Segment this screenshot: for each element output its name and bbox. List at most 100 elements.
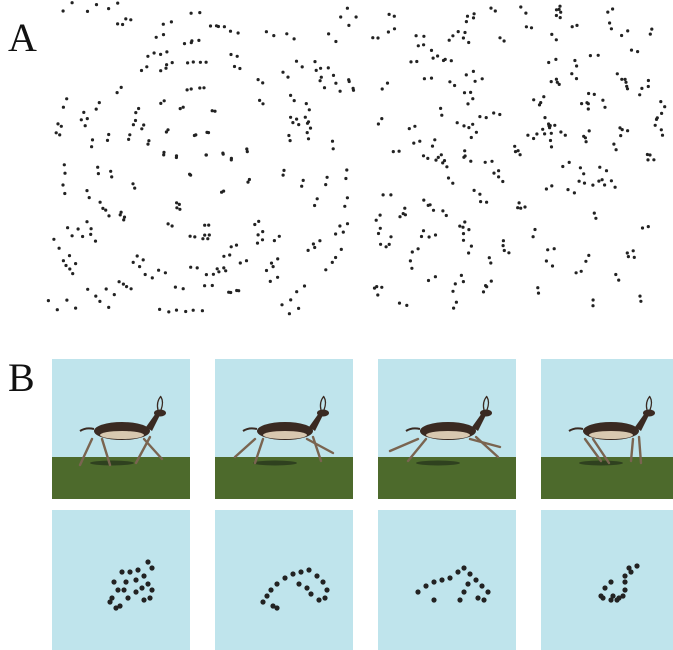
point-light-dot xyxy=(274,581,280,587)
pattern-dot xyxy=(163,271,167,275)
pattern-dot xyxy=(524,25,528,29)
point-light-dot xyxy=(602,585,608,591)
panel-label-a: A xyxy=(8,15,37,60)
pattern-dot xyxy=(632,255,636,259)
pattern-dot xyxy=(107,214,111,218)
pattern-dot xyxy=(235,288,239,293)
pattern-dot xyxy=(427,235,431,239)
pattern-dot xyxy=(414,34,418,38)
point-light-dot xyxy=(119,569,125,575)
pattern-dot xyxy=(609,179,613,183)
pattern-dot xyxy=(261,230,265,234)
pattern-dot xyxy=(559,10,563,14)
pattern-dot xyxy=(331,73,336,77)
pattern-dot xyxy=(188,172,192,176)
pattern-dot xyxy=(532,98,536,102)
pattern-dot xyxy=(292,37,296,41)
pattern-dot xyxy=(371,36,375,40)
pattern-dot xyxy=(392,27,397,31)
pattern-dot xyxy=(118,213,122,217)
pattern-dot xyxy=(626,255,630,259)
pattern-dot xyxy=(471,122,475,126)
pattern-dot xyxy=(159,69,163,73)
pattern-dot xyxy=(549,80,553,84)
pattern-dot xyxy=(447,38,451,42)
pattern-dot xyxy=(387,242,391,246)
pattern-dot xyxy=(94,294,98,298)
point-light-dot xyxy=(461,565,467,571)
pattern-dot xyxy=(272,239,276,243)
pattern-dot xyxy=(422,43,426,47)
pattern-dot xyxy=(410,266,414,270)
pattern-dot xyxy=(418,139,422,143)
pattern-dot xyxy=(188,234,192,238)
pattern-dot xyxy=(222,254,226,258)
pattern-dot xyxy=(354,15,358,19)
pattern-dot xyxy=(165,63,169,67)
pattern-dot xyxy=(490,159,494,163)
pattern-dot xyxy=(582,181,587,185)
point-light-dot xyxy=(622,573,628,579)
pattern-dot xyxy=(433,138,437,142)
pattern-dot xyxy=(162,150,166,154)
pattern-dot xyxy=(304,102,308,106)
pattern-dot xyxy=(547,124,551,128)
pattern-dot xyxy=(89,232,93,236)
pattern-dot xyxy=(570,25,574,29)
point-light-dot xyxy=(608,597,614,603)
pattern-dot xyxy=(141,258,145,262)
pattern-dot xyxy=(586,102,590,106)
pattern-dot xyxy=(204,60,208,64)
pattern-dot xyxy=(281,70,285,74)
pattern-dot xyxy=(291,121,295,125)
pattern-dot xyxy=(484,116,488,120)
pattern-dot xyxy=(401,212,405,216)
sky xyxy=(52,359,190,459)
pattern-dot xyxy=(62,163,66,167)
pattern-dot xyxy=(648,32,652,36)
point-light-frame-4 xyxy=(541,510,673,650)
pattern-dot xyxy=(433,233,438,237)
pattern-dot xyxy=(169,20,173,24)
pattern-dot xyxy=(467,228,471,232)
pattern-dot xyxy=(660,133,665,137)
pattern-dot xyxy=(451,181,455,185)
pattern-dot xyxy=(159,52,163,57)
pattern-dot xyxy=(385,81,390,85)
pattern-dot xyxy=(501,244,505,248)
pattern-dot xyxy=(554,13,558,18)
point-light-dot xyxy=(268,587,274,593)
pattern-dot xyxy=(204,153,208,157)
pattern-dot xyxy=(76,227,80,231)
pattern-dot xyxy=(347,78,351,82)
pattern-dot xyxy=(459,273,463,277)
pattern-dot xyxy=(434,158,438,162)
pattern-dot xyxy=(611,7,615,11)
pattern-dot xyxy=(638,93,642,97)
pattern-dot xyxy=(189,11,193,15)
point-light-dot xyxy=(423,583,429,589)
pattern-dot xyxy=(338,224,342,228)
pattern-dot xyxy=(66,226,70,230)
pattern-dot xyxy=(471,97,475,101)
pattern-dot xyxy=(324,183,328,187)
pattern-dot xyxy=(276,275,280,279)
pattern-dot xyxy=(297,123,301,127)
pattern-dot xyxy=(301,178,305,182)
pattern-dot xyxy=(63,191,67,196)
glass-pattern-random xyxy=(371,4,667,310)
pattern-dot xyxy=(344,176,348,181)
pattern-dot xyxy=(554,38,558,42)
pattern-dot xyxy=(272,34,276,38)
pattern-dot xyxy=(620,33,624,38)
pattern-dot xyxy=(105,138,110,142)
antelope-icon xyxy=(568,395,655,465)
pattern-dot xyxy=(387,12,391,16)
pattern-dot xyxy=(86,287,90,291)
pattern-dot xyxy=(269,261,274,265)
pattern-dot xyxy=(489,279,493,283)
pattern-dot xyxy=(422,198,426,202)
antelope-photo-4 xyxy=(541,359,673,499)
pattern-dot xyxy=(502,248,506,253)
pattern-dot xyxy=(256,233,260,237)
